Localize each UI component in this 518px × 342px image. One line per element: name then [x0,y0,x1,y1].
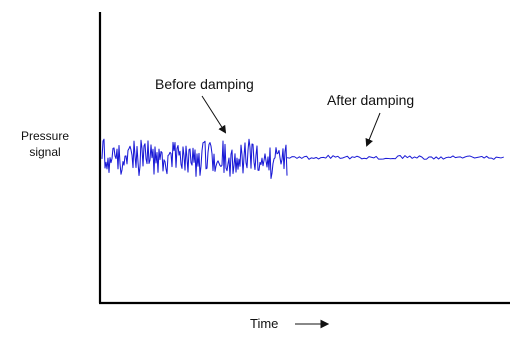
y-axis-label-line-2: signal [29,145,60,159]
axes [98,12,510,305]
y-axis-label-line-1: Pressure [21,129,69,143]
x-axis-label-group: Time [250,316,330,331]
annotation-after-damping: After damping [327,92,414,108]
annotation-arrow-before [201,95,227,134]
signal-before-damping [101,138,288,179]
x-axis-label: Time [250,316,278,331]
signal-after-damping [286,154,504,160]
signal-series-group [101,138,504,179]
annotation-arrow-after [365,112,381,147]
annotations-group: Before damping After damping [155,76,414,147]
annotation-before-damping: Before damping [155,76,254,92]
y-axis-label: Pressure signal [21,129,69,159]
